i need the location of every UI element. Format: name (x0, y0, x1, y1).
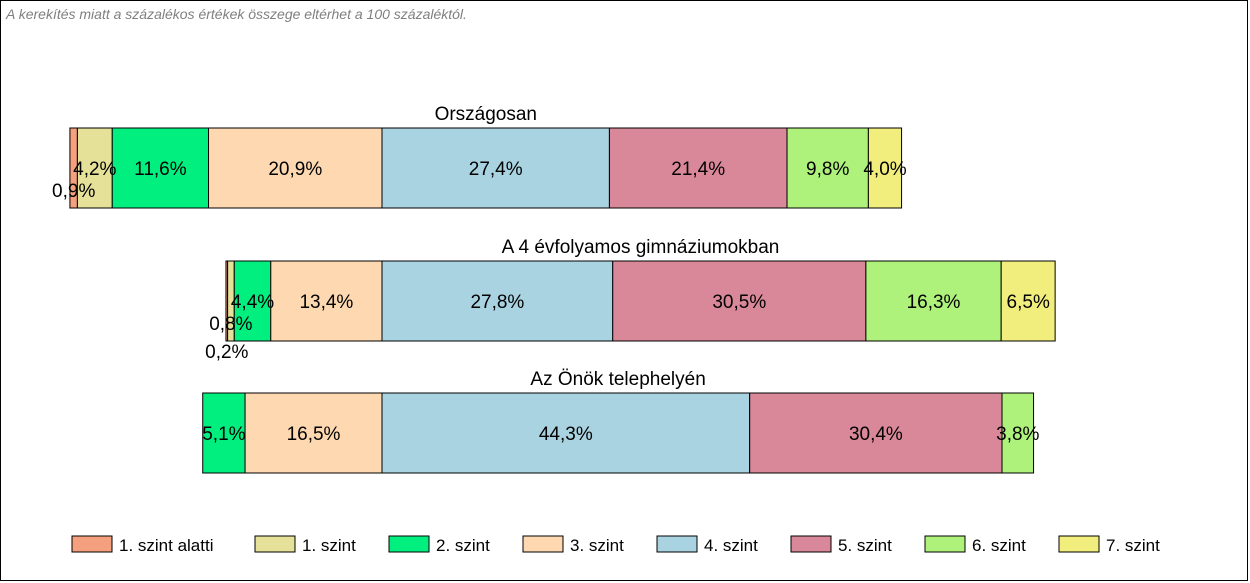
bar-segment (612, 260, 867, 342)
data-label: 30,4% (849, 424, 903, 445)
data-label: 9,8% (806, 159, 849, 180)
data-label: 0,2% (205, 342, 248, 363)
bar-segment (1000, 260, 1056, 342)
data-label: 27,4% (469, 159, 523, 180)
bar-title: Országosan (435, 104, 537, 125)
data-label: 11,6% (134, 159, 187, 180)
bar-segment (244, 392, 383, 474)
legend-swatch (388, 535, 430, 553)
legend-label: 7. szint (1106, 536, 1160, 555)
data-label: 3,8% (996, 424, 1039, 445)
bar-segment (867, 127, 903, 209)
bar-group: Az Önök telephelyén 5,1% 16,5% 44,3% 30,4% 3,… (202, 369, 1040, 474)
data-label: 4,4% (231, 292, 274, 313)
bar-segment (381, 260, 614, 342)
legend-swatch (656, 535, 698, 553)
data-label: 21,4% (671, 159, 725, 180)
data-label: 6,5% (1007, 292, 1050, 313)
legend-label: 6. szint (972, 536, 1026, 555)
data-label: 30,5% (712, 292, 766, 313)
data-label: 4,0% (863, 159, 906, 180)
legend-swatch (71, 535, 113, 553)
bar-segment (749, 392, 1003, 474)
data-label: 0,8% (209, 314, 252, 335)
bar-segment (381, 127, 610, 209)
data-label: 44,3% (539, 424, 593, 445)
bar-group: Országosan 4,2% 11,6% 20,9% 27,4% 21,4% 9,8% 4,… (52, 104, 907, 209)
bar-segment (608, 127, 788, 209)
bar-title: A 4 évfolyamos gimnáziumokban (502, 237, 780, 258)
legend: 1. szint alatti 1. szint 2. szint 3. szint 4… (71, 535, 1160, 555)
data-label: 4,2% (73, 159, 116, 180)
legend-label: 2. szint (436, 536, 490, 555)
rounding-note: A kerekítés miatt a százalékos értékek ö… (6, 6, 467, 22)
data-label: 13,4% (299, 292, 353, 313)
legend-label: 3. szint (570, 536, 624, 555)
bar-segment (786, 127, 869, 209)
data-label: 20,9% (268, 159, 322, 180)
bar-segment (865, 260, 1002, 342)
data-label: 5,1% (202, 424, 245, 445)
legend-swatch (924, 535, 966, 553)
legend-swatch (790, 535, 832, 553)
bar-segment (1001, 392, 1035, 474)
legend-swatch (522, 535, 564, 553)
bar-segment (111, 127, 210, 209)
bar-title: Az Önök telephelyén (530, 369, 705, 390)
data-label: 16,3% (907, 292, 961, 313)
legend-label: 1. szint (302, 536, 356, 555)
legend-swatch (1058, 535, 1100, 553)
legend-swatch (254, 535, 296, 553)
legend-label: 5. szint (838, 536, 892, 555)
legend-label: 1. szint alatti (119, 536, 214, 555)
bar-segment (202, 392, 246, 474)
bar-group: A 4 évfolyamos gimnáziumokban 4,4% 13,4% 27… (205, 237, 1056, 363)
bar-segment (270, 260, 383, 342)
data-label: 0,9% (52, 181, 95, 202)
bar-segment (208, 127, 383, 209)
legend-label: 4. szint (704, 536, 758, 555)
data-label: 27,8% (470, 292, 524, 313)
bar-segment (381, 392, 751, 474)
data-label: 16,5% (287, 424, 341, 445)
